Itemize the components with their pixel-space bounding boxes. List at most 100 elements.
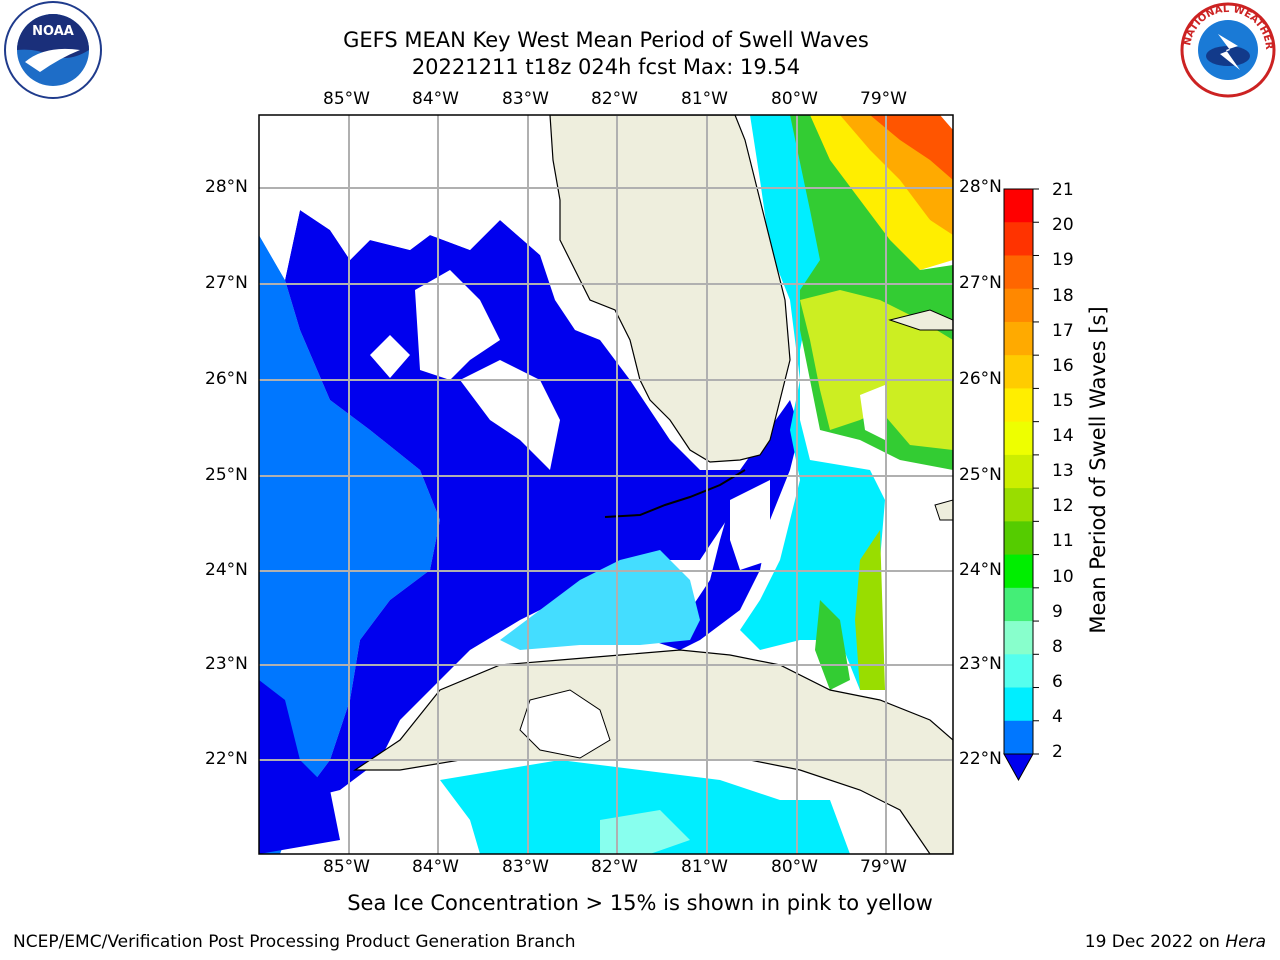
bahamas-land — [934, 499, 953, 521]
lon-label-top: 83°W — [502, 89, 549, 109]
colorbar-segment — [1004, 321, 1033, 356]
lon-label-top: 80°W — [771, 89, 818, 109]
lat-label-left: 25°N — [205, 465, 248, 485]
sea-ice-note: Sea Ice Concentration > 15% is shown in … — [347, 891, 933, 915]
colorbar-segment — [1004, 521, 1033, 556]
lon-label-bottom: 80°W — [771, 857, 818, 877]
swell-field-blue-east — [650, 400, 800, 650]
colorbar — [1003, 188, 1039, 782]
run-date-prefix: 19 Dec 2022 on — [1084, 932, 1226, 952]
masked-area — [484, 120, 525, 165]
colorbar-tick-label: 17 — [1052, 321, 1074, 341]
lat-label-left: 27°N — [205, 273, 248, 293]
florida-land — [549, 115, 791, 463]
colorbar-segment — [1004, 355, 1033, 389]
colorbar-tick-label: 18 — [1052, 286, 1074, 306]
swell-field-blue-south — [259, 680, 340, 854]
colorbar-segment — [1004, 720, 1033, 755]
colorbar-segment — [1004, 488, 1033, 522]
colorbar-segment — [1004, 388, 1033, 423]
colorbar-tick-label: 6 — [1052, 672, 1063, 692]
swell-field-atlantic-yellow-green — [800, 290, 953, 450]
masked-area — [460, 360, 560, 470]
lon-label-bottom: 79°W — [860, 857, 907, 877]
colorbar-tick-label: 11 — [1052, 531, 1074, 551]
colorbar-tick-label: 15 — [1052, 391, 1074, 411]
machine-name: Hera — [1225, 932, 1266, 952]
colorbar-tick-label: 12 — [1052, 496, 1074, 516]
lat-label-right: 22°N — [959, 749, 1002, 769]
noaa-logo-text: NOAA — [32, 24, 74, 39]
colorbar-title: Mean Period of Swell Waves [s] — [1086, 306, 1110, 634]
lat-label-right: 24°N — [959, 560, 1002, 580]
colorbar-tick-label: 9 — [1052, 602, 1063, 622]
colorbar-segment — [1004, 189, 1033, 223]
colorbar-under-arrow — [1003, 753, 1034, 782]
map-frame — [258, 114, 954, 855]
masked-area — [415, 270, 500, 380]
colorbar-tick-label: 16 — [1052, 356, 1074, 376]
map-plot-area — [259, 115, 953, 854]
colorbar-segment — [1004, 554, 1033, 589]
masked-area — [885, 470, 953, 690]
colorbar-tick-label: 2 — [1052, 742, 1063, 762]
lat-label-left: 28°N — [205, 177, 248, 197]
lon-label-bottom: 83°W — [502, 857, 549, 877]
lat-label-right: 25°N — [959, 465, 1002, 485]
swell-field-green-strip — [815, 600, 850, 690]
lon-label-bottom: 84°W — [412, 857, 459, 877]
nws-logo: NATIONAL WEATHER SERVICE — [1174, 0, 1280, 100]
swell-field-cyan-south — [500, 550, 700, 650]
lat-label-left: 24°N — [205, 560, 248, 580]
masked-area — [860, 385, 885, 440]
map-gridlines — [259, 115, 953, 854]
cuba-south-coast — [519, 689, 611, 759]
colorbar-segment — [1004, 421, 1033, 456]
plot-subtitle: 20221211 t18z 024h fcst Max: 19.54 — [411, 55, 801, 79]
colorbar-tick-label: 19 — [1052, 250, 1074, 270]
lon-label-top: 84°W — [412, 89, 459, 109]
lon-label-top: 79°W — [860, 89, 907, 109]
lon-label-bottom: 85°W — [323, 857, 370, 877]
swell-field-atlantic-yellow — [810, 115, 953, 270]
lat-label-left: 23°N — [205, 654, 248, 674]
colorbar-tick-label: 4 — [1052, 707, 1063, 727]
colorbar-tick-label: 21 — [1052, 180, 1074, 200]
colorbar-segment — [1004, 654, 1033, 689]
swell-field-atlantic-red — [870, 115, 953, 180]
swell-field-atlantic-cyan — [740, 115, 885, 690]
colorbar-segment — [1004, 687, 1033, 722]
colorbar-segment — [1004, 454, 1033, 489]
colorbar-tick-label: 8 — [1052, 637, 1063, 657]
lat-label-left: 22°N — [205, 749, 248, 769]
colorbar-tick-label: 20 — [1052, 215, 1074, 235]
lat-label-left: 26°N — [205, 369, 248, 389]
bahamas-land — [888, 309, 953, 331]
colorbar-segment — [1004, 222, 1033, 256]
lat-label-right: 28°N — [959, 177, 1002, 197]
colorbar-segment — [1004, 255, 1033, 290]
masked-area — [730, 480, 770, 570]
lat-label-right: 27°N — [959, 273, 1002, 293]
lon-label-bottom: 81°W — [681, 857, 728, 877]
lat-label-right: 26°N — [959, 369, 1002, 389]
plot-title: GEFS MEAN Key West Mean Period of Swell … — [343, 28, 869, 52]
lat-label-right: 23°N — [959, 654, 1002, 674]
colorbar-segment — [1004, 288, 1033, 323]
swell-field-lightcyan-bottom — [600, 810, 690, 854]
colorbar-segment — [1004, 587, 1033, 622]
lon-label-top: 81°W — [681, 89, 728, 109]
colorbar-tick-label: 14 — [1052, 426, 1074, 446]
run-date: 19 Dec 2022 on Hera — [1085, 932, 1266, 952]
colorbar-segment — [1004, 621, 1033, 655]
lon-label-top: 82°W — [591, 89, 638, 109]
colorbar-tick-label: 10 — [1052, 567, 1074, 587]
colorbar-tick-label: 13 — [1052, 461, 1074, 481]
masked-area — [370, 335, 410, 378]
lon-label-bottom: 82°W — [591, 857, 638, 877]
colorbar-frame — [1003, 188, 1034, 755]
florida-keys — [604, 469, 746, 518]
credit-text: NCEP/EMC/Verification Post Processing Pr… — [13, 932, 576, 952]
noaa-logo: NOAA — [0, 0, 106, 100]
